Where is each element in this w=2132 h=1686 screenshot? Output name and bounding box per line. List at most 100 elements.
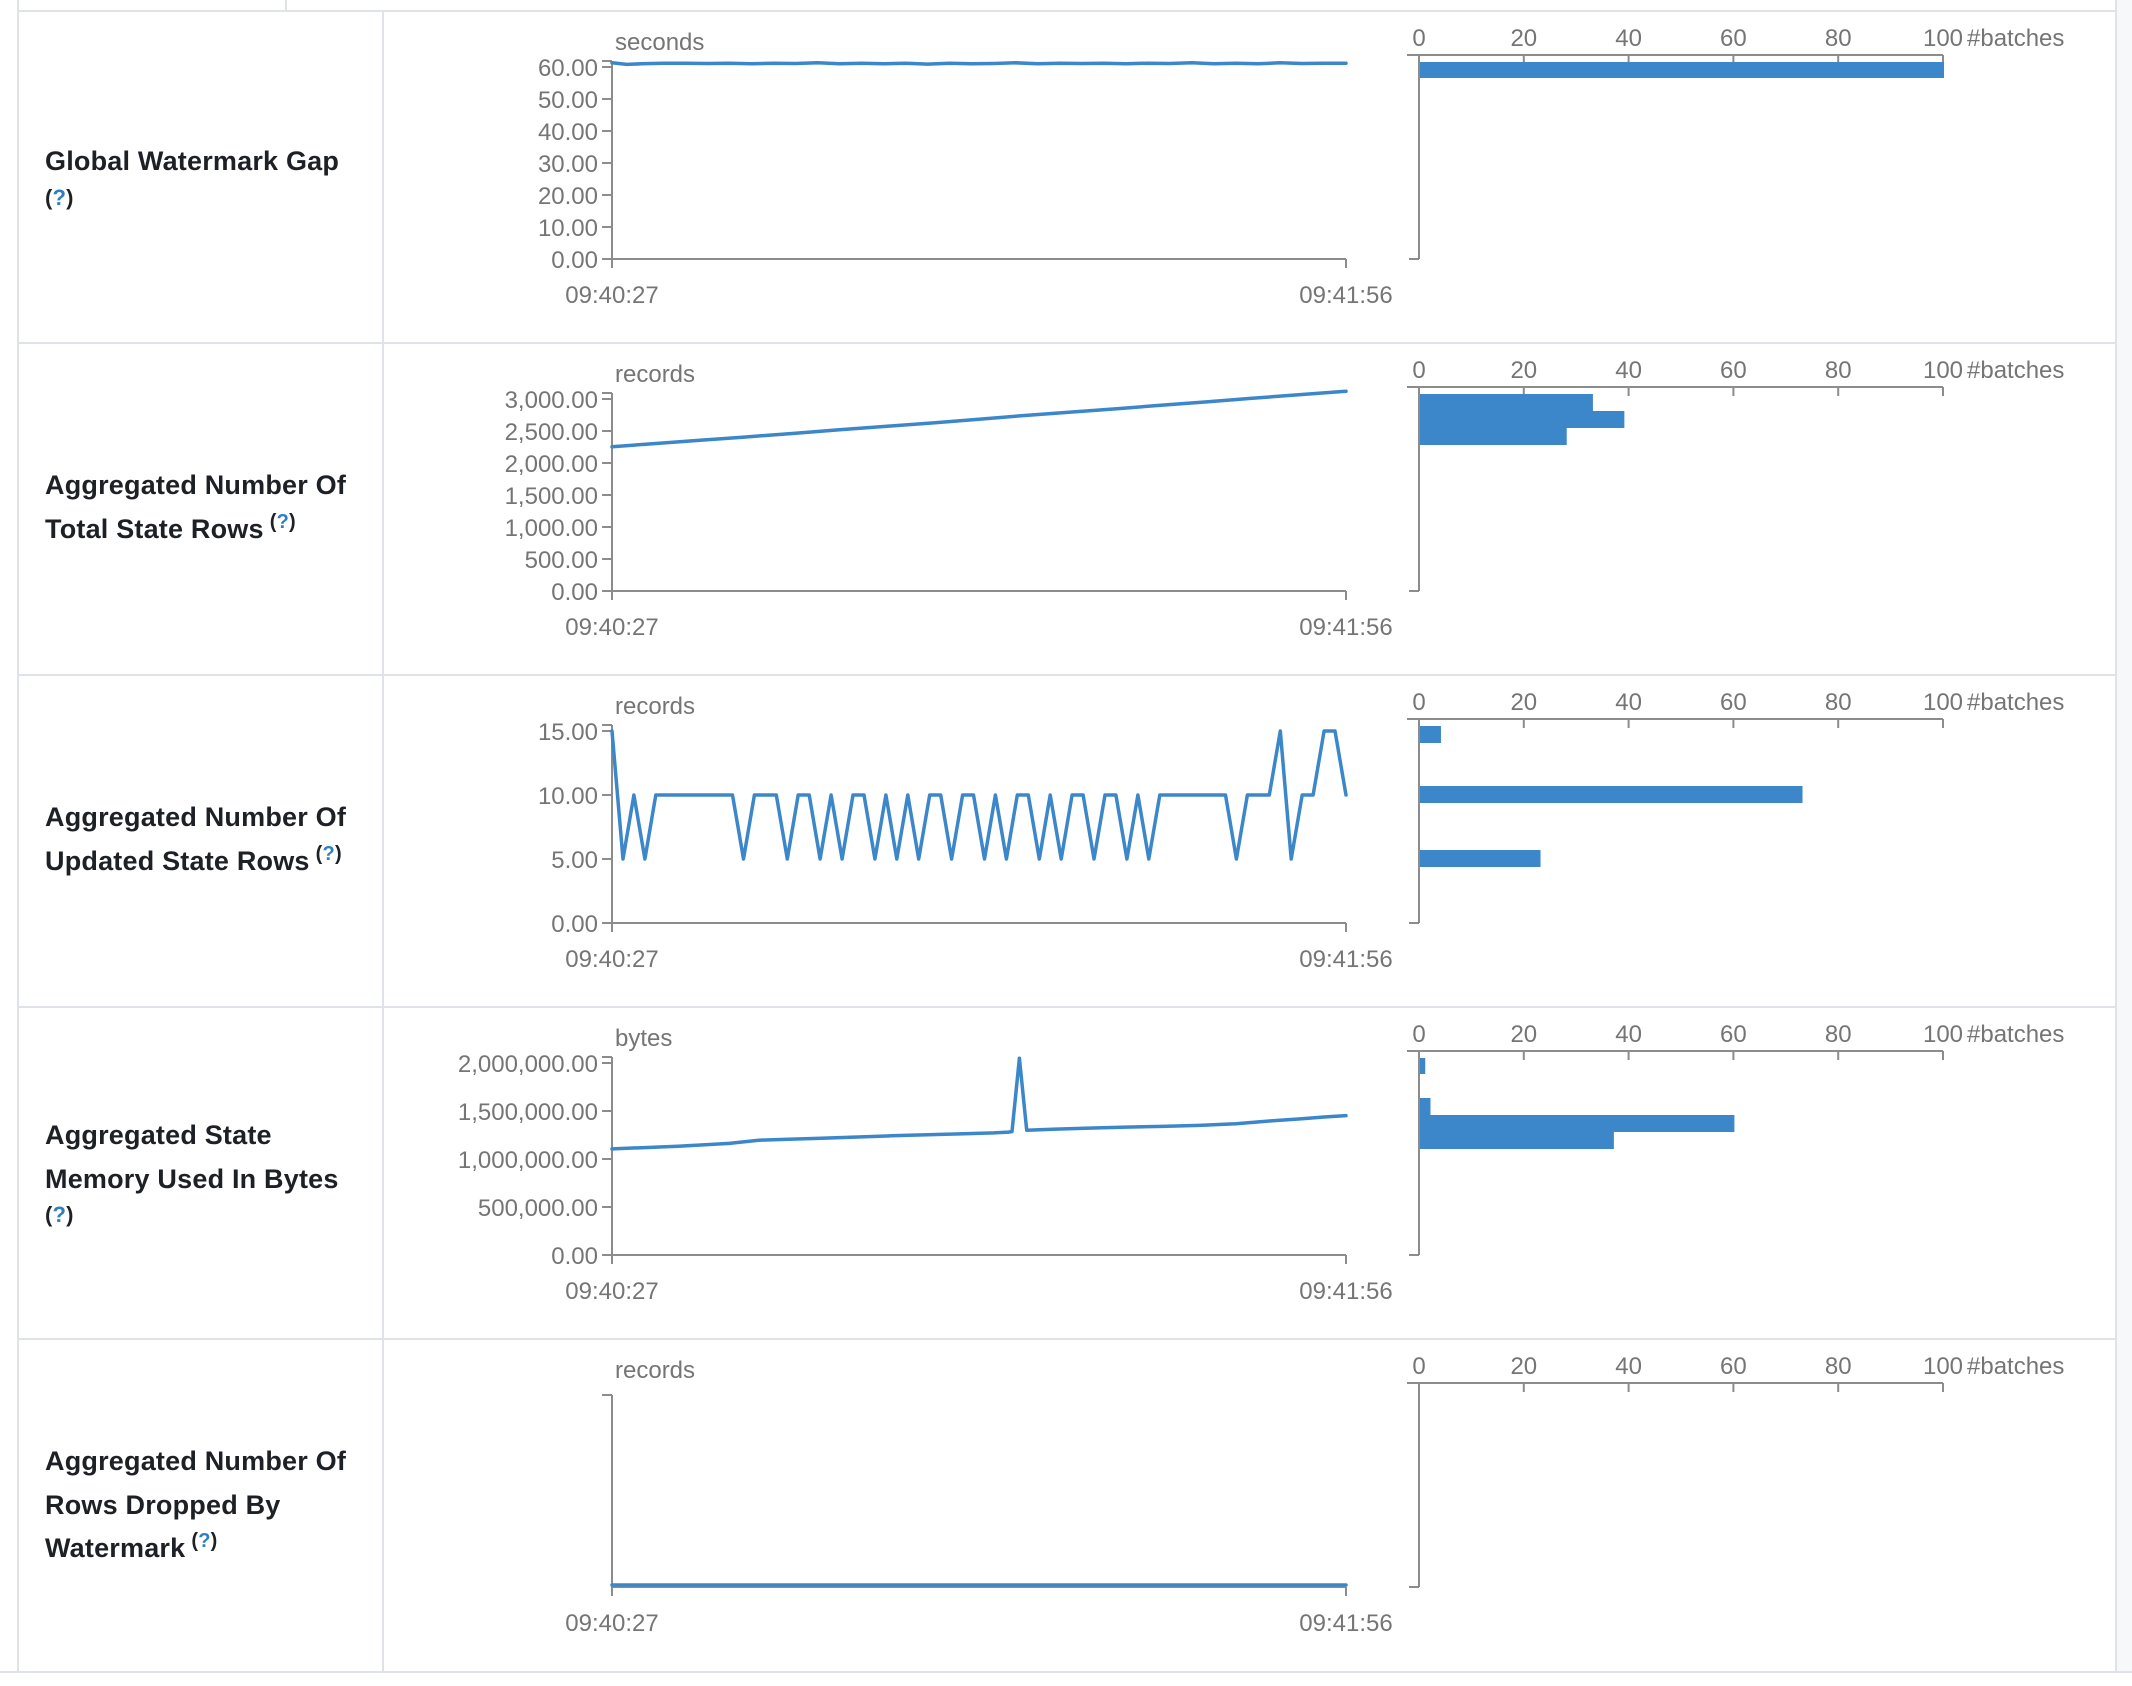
x-start-label: 09:40:27 (565, 282, 658, 309)
x-end-label: 09:41:56 (1299, 946, 1392, 973)
metric-label-cell: Aggregated Number Of Rows Dropped By Water… (19, 1338, 382, 1673)
y-tick-label: 1,500,000.00 (458, 1099, 598, 1126)
timeline-series-line (610, 389, 1348, 449)
histogram-bar (1420, 411, 1625, 428)
histogram-chart: 0 20 40 60 80 100 #batches (1407, 1353, 2064, 1588)
metric-label-line: Rows Dropped By (45, 1489, 281, 1520)
histogram-bar (1420, 850, 1541, 867)
help-tooltip-link[interactable]: (?) (45, 184, 74, 210)
histogram-chart: 0 20 40 60 80 100 #batches (1407, 1021, 2064, 1256)
histogram-x-tick-label: 40 (1615, 689, 1642, 716)
histogram-x-tick-label: 60 (1720, 1353, 1747, 1380)
y-tick-label: 30.00 (538, 151, 598, 178)
histogram-x-tick-label: 100 (1923, 25, 1963, 52)
row-border (17, 674, 2117, 676)
help-tooltip-link[interactable]: (?) (191, 1530, 218, 1553)
metric-label-cell: Global Watermark Gap (?) (19, 10, 382, 342)
timeline-unit-label: seconds (615, 29, 704, 56)
histogram-x-tick-label: 60 (1720, 357, 1747, 384)
metric-label-line: Total State Rows (45, 514, 264, 544)
y-tick-label: 500,000.00 (478, 1195, 598, 1222)
x-end-label: 09:41:56 (1299, 1610, 1392, 1637)
y-tick-label: 1,000,000.00 (458, 1147, 598, 1174)
x-start-label: 09:40:27 (565, 1278, 658, 1305)
row-border (17, 1338, 2117, 1340)
timeline-unit-label: bytes (615, 1025, 672, 1052)
timeline-unit-label: records (615, 361, 695, 388)
help-tooltip-link[interactable]: (?) (315, 843, 342, 865)
metric-label-line: Aggregated Number Of (45, 470, 347, 501)
x-start-label: 09:40:27 (565, 614, 658, 641)
table-right-border (2115, 0, 2117, 1673)
histogram-bar (1420, 62, 1944, 78)
metric-label-line: Global Watermark Gap (45, 145, 340, 176)
y-tick-label: 1,500.00 (505, 483, 598, 510)
metric-charts: records 15.00 10.00 5.00 0.00 09:40:27 09:41:5… (538, 689, 2064, 973)
question-mark-icon[interactable]: ? (322, 843, 335, 865)
help-tooltip-link[interactable]: (?) (269, 511, 296, 533)
histogram-x-tick-label: 80 (1825, 25, 1852, 52)
metric-charts: seconds 60.00 50.00 40.00 30.00 20.00 10.00 0.0… (538, 25, 2064, 309)
y-tick-label: 20.00 (538, 183, 598, 210)
page-right-gutter (2117, 0, 2132, 1673)
metric-charts: bytes 2,000,000.00 1,500,000.00 1,000,000.0… (458, 1021, 2065, 1305)
timeline-unit-label: records (615, 693, 695, 720)
metric-label-line: Updated State Rows (45, 846, 310, 876)
histogram-bar (1420, 1132, 1614, 1149)
histogram-bar (1420, 428, 1567, 445)
metric-label-line: Memory Used In Bytes (45, 1163, 339, 1194)
metric-label-line: Aggregated State (45, 1119, 272, 1150)
histogram-x-tick-label: 0 (1412, 689, 1425, 716)
y-tick-label: 5.00 (551, 847, 598, 874)
help-tooltip-link[interactable]: (?) (45, 1202, 74, 1228)
histogram-x-tick-label: 0 (1412, 1353, 1425, 1380)
histogram-x-tick-label: 80 (1825, 357, 1852, 384)
histogram-bar (1420, 786, 1803, 803)
y-tick-label: 40.00 (538, 119, 598, 146)
question-mark-icon[interactable]: ? (276, 511, 290, 533)
row-border (17, 1006, 2117, 1008)
histogram-x-tick-label: 100 (1923, 1021, 1963, 1048)
metric-label-cell: Aggregated Number Of Total State Rows (?) (19, 342, 382, 674)
histogram-x-tick-label: 20 (1510, 689, 1537, 716)
histogram-unit-label: #batches (1967, 1353, 2064, 1380)
metric-label: Aggregated Number Of Total State Rows (?) (45, 464, 346, 551)
histogram-x-tick-label: 0 (1412, 1021, 1425, 1048)
y-tick-label: 0.00 (551, 579, 598, 606)
histogram-x-tick-label: 20 (1510, 25, 1537, 52)
label-column-divider (382, 10, 384, 1673)
y-tick-label: 2,500.00 (505, 419, 598, 446)
question-mark-icon[interactable]: ? (52, 1202, 67, 1228)
row-border (17, 10, 2117, 12)
x-end-label: 09:41:56 (1299, 614, 1392, 641)
y-tick-label: 50.00 (538, 87, 598, 114)
histogram-x-tick-label: 80 (1825, 689, 1852, 716)
x-start-label: 09:40:27 (565, 946, 658, 973)
histogram-x-tick-label: 100 (1923, 689, 1963, 716)
timeline-unit-label: records (615, 1357, 695, 1384)
table-left-border (17, 0, 19, 1673)
metric-charts: records 3,000.00 2,500.00 2,000.00 1,500.00 1… (505, 357, 2065, 641)
y-tick-label: 500.00 (525, 547, 598, 574)
y-tick-label: 3,000.00 (505, 387, 598, 414)
histogram-x-tick-label: 40 (1615, 1021, 1642, 1048)
histogram-x-tick-label: 80 (1825, 1021, 1852, 1048)
histogram-x-tick-label: 80 (1825, 1353, 1852, 1380)
histogram-unit-label: #batches (1967, 357, 2064, 384)
histogram-x-tick-label: 20 (1510, 1353, 1537, 1380)
question-mark-icon[interactable]: ? (198, 1530, 211, 1553)
x-end-label: 09:41:56 (1299, 1278, 1392, 1305)
question-mark-icon[interactable]: ? (52, 184, 67, 210)
metric-label: Global Watermark Gap (?) (45, 140, 339, 212)
timeline-series-line (610, 61, 1348, 67)
timeline-series-line (610, 729, 1348, 861)
y-tick-label: 10.00 (538, 215, 598, 242)
histogram-x-tick-label: 0 (1412, 357, 1425, 384)
x-end-label: 09:41:56 (1299, 282, 1392, 309)
y-tick-label: 0.00 (551, 1243, 598, 1270)
metric-label-cell: Aggregated State Memory Used In Bytes (?) (19, 1006, 382, 1338)
metric-label-line: Watermark (45, 1533, 186, 1564)
histogram-x-tick-label: 60 (1720, 25, 1747, 52)
histogram-x-tick-label: 100 (1923, 1353, 1963, 1380)
